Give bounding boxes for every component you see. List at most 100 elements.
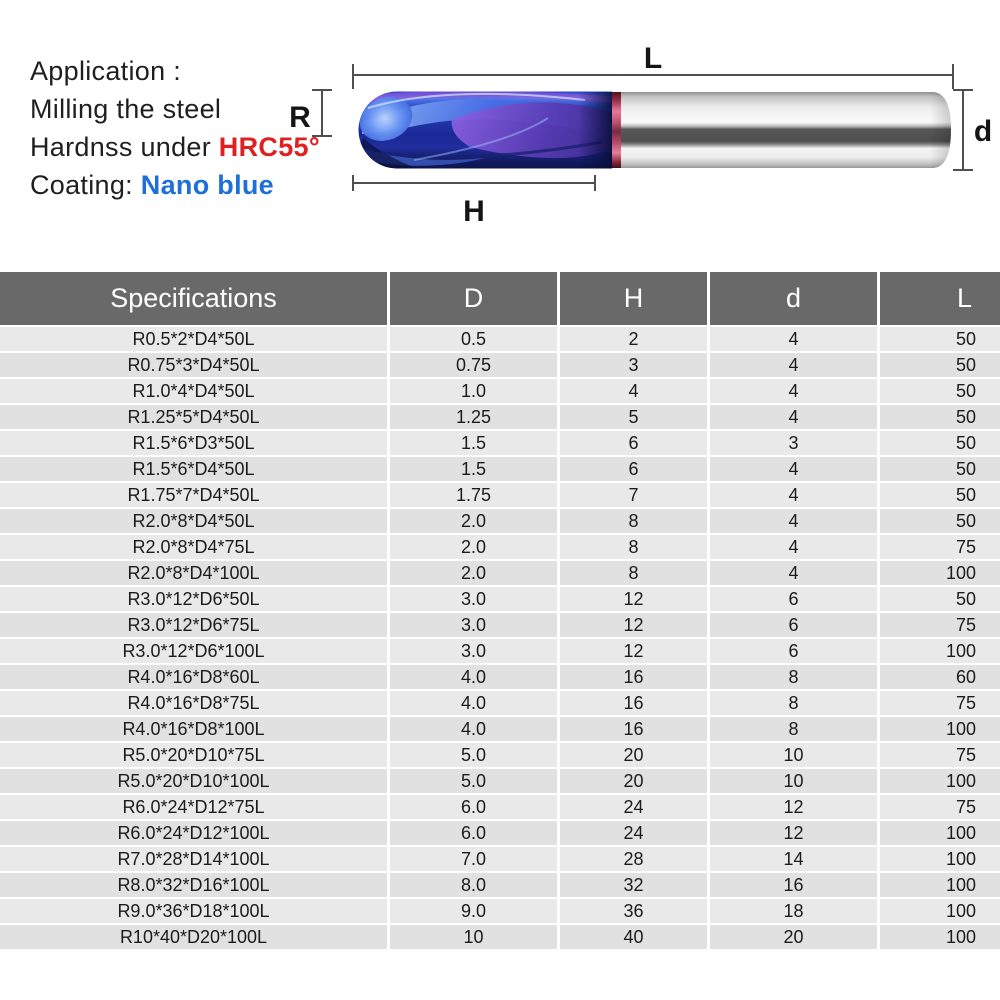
cell-L: 75 [880, 741, 1000, 767]
cell-H: 28 [560, 845, 710, 871]
cell-specification: R4.0*16*D8*60L [0, 663, 390, 689]
cell-d: 4 [710, 533, 880, 559]
cell-D: 10 [390, 923, 560, 949]
cell-specification: R10*40*D20*100L [0, 923, 390, 949]
cell-specification: R7.0*28*D14*100L [0, 845, 390, 871]
table-row: R4.0*16*D8*100L 4.0 16 8 100 [0, 715, 1000, 741]
table-row: R3.0*12*D6*50L 3.0 12 6 50 [0, 585, 1000, 611]
cell-d: 8 [710, 715, 880, 741]
cell-specification: R1.25*5*D4*50L [0, 403, 390, 429]
cell-d: 4 [710, 351, 880, 377]
table-row: R1.25*5*D4*50L 1.25 5 4 50 [0, 403, 1000, 429]
cell-specification: R4.0*16*D8*75L [0, 689, 390, 715]
table-row: R1.5*6*D4*50L 1.5 6 4 50 [0, 455, 1000, 481]
cell-H: 8 [560, 559, 710, 585]
cell-L: 50 [880, 325, 1000, 351]
cell-specification: R2.0*8*D4*50L [0, 507, 390, 533]
cell-L: 50 [880, 481, 1000, 507]
cell-D: 4.0 [390, 715, 560, 741]
cell-d: 16 [710, 871, 880, 897]
cell-H: 12 [560, 585, 710, 611]
cell-D: 3.0 [390, 611, 560, 637]
cell-d: 4 [710, 455, 880, 481]
cell-H: 40 [560, 923, 710, 949]
application-material: Milling the steel [30, 94, 222, 124]
cell-specification: R0.5*2*D4*50L [0, 325, 390, 351]
cell-specification: R4.0*16*D8*100L [0, 715, 390, 741]
cell-d: 14 [710, 845, 880, 871]
cell-d: 4 [710, 377, 880, 403]
cell-specification: R5.0*20*D10*75L [0, 741, 390, 767]
cell-d: 6 [710, 611, 880, 637]
col-header-d: d [710, 272, 880, 325]
cell-d: 4 [710, 507, 880, 533]
dim-shank-diameter: d [953, 89, 992, 171]
cell-D: 8.0 [390, 871, 560, 897]
cell-D: 5.0 [390, 767, 560, 793]
cell-H: 12 [560, 637, 710, 663]
cell-d: 3 [710, 429, 880, 455]
table-row: R3.0*12*D6*100L 3.0 12 6 100 [0, 637, 1000, 663]
cell-D: 4.0 [390, 663, 560, 689]
cell-D: 3.0 [390, 585, 560, 611]
cell-D: 2.0 [390, 533, 560, 559]
cell-d: 8 [710, 689, 880, 715]
spec-table-body: R0.5*2*D4*50L 0.5 2 4 50 R0.75*3*D4*50L … [0, 325, 1000, 949]
cell-L: 100 [880, 637, 1000, 663]
cell-d: 4 [710, 325, 880, 351]
hardness-prefix: Hardnss under [30, 132, 219, 162]
cell-d: 12 [710, 793, 880, 819]
table-row: R1.75*7*D4*50L 1.75 7 4 50 [0, 481, 1000, 507]
coating-value: Nano blue [140, 170, 274, 200]
table-row: R8.0*32*D16*100L 8.0 32 16 100 [0, 871, 1000, 897]
flute-section [358, 91, 612, 169]
cell-d: 10 [710, 741, 880, 767]
cell-specification: R1.0*4*D4*50L [0, 377, 390, 403]
table-row: R2.0*8*D4*75L 2.0 8 4 75 [0, 533, 1000, 559]
table-row: R1.0*4*D4*50L 1.0 4 4 50 [0, 377, 1000, 403]
table-row: R0.75*3*D4*50L 0.75 3 4 50 [0, 351, 1000, 377]
cell-H: 7 [560, 481, 710, 507]
cell-specification: R3.0*12*D6*75L [0, 611, 390, 637]
cell-D: 1.5 [390, 429, 560, 455]
cell-L: 100 [880, 923, 1000, 949]
cell-D: 2.0 [390, 507, 560, 533]
cell-L: 100 [880, 767, 1000, 793]
cell-H: 5 [560, 403, 710, 429]
cell-d: 6 [710, 585, 880, 611]
cell-specification: R9.0*36*D18*100L [0, 897, 390, 923]
cell-L: 100 [880, 845, 1000, 871]
cell-d: 4 [710, 481, 880, 507]
col-header-L: L [880, 272, 1000, 325]
table-row: R5.0*20*D10*100L 5.0 20 10 100 [0, 767, 1000, 793]
cell-specification: R3.0*12*D6*50L [0, 585, 390, 611]
shank [615, 92, 951, 168]
cell-specification: R1.5*6*D3*50L [0, 429, 390, 455]
cell-D: 1.75 [390, 481, 560, 507]
table-row: R0.5*2*D4*50L 0.5 2 4 50 [0, 325, 1000, 351]
cell-d: 4 [710, 403, 880, 429]
cell-L: 60 [880, 663, 1000, 689]
cell-D: 1.5 [390, 455, 560, 481]
col-header-specifications: Specifications [0, 272, 390, 325]
cell-d: 8 [710, 663, 880, 689]
table-row: R2.0*8*D4*50L 2.0 8 4 50 [0, 507, 1000, 533]
dim-label-H: H [463, 195, 485, 228]
cell-D: 2.0 [390, 559, 560, 585]
cell-H: 24 [560, 793, 710, 819]
table-header-row: Specifications D H d L [0, 272, 1000, 325]
table-row: R2.0*8*D4*100L 2.0 8 4 100 [0, 559, 1000, 585]
dim-flute-length: H [352, 175, 596, 228]
cell-D: 9.0 [390, 897, 560, 923]
hardness-value: HRC55° [218, 132, 320, 162]
coating-prefix: Coating: [30, 170, 141, 200]
cell-d: 12 [710, 819, 880, 845]
table-row: R7.0*28*D14*100L 7.0 28 14 100 [0, 845, 1000, 871]
cell-H: 16 [560, 689, 710, 715]
cell-specification: R0.75*3*D4*50L [0, 351, 390, 377]
col-header-D: D [390, 272, 560, 325]
cell-H: 36 [560, 897, 710, 923]
cell-d: 20 [710, 923, 880, 949]
table-row: R4.0*16*D8*75L 4.0 16 8 75 [0, 689, 1000, 715]
cell-H: 6 [560, 455, 710, 481]
